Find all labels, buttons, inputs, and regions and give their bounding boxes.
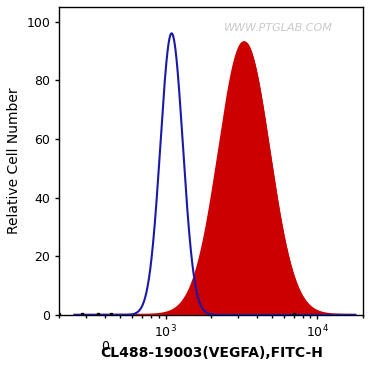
X-axis label: CL488-19003(VEGFA),FITC-H: CL488-19003(VEGFA),FITC-H <box>100 346 323 360</box>
Text: 0: 0 <box>101 339 109 353</box>
Y-axis label: Relative Cell Number: Relative Cell Number <box>7 88 21 234</box>
Text: WWW.PTGLAB.COM: WWW.PTGLAB.COM <box>223 23 333 33</box>
